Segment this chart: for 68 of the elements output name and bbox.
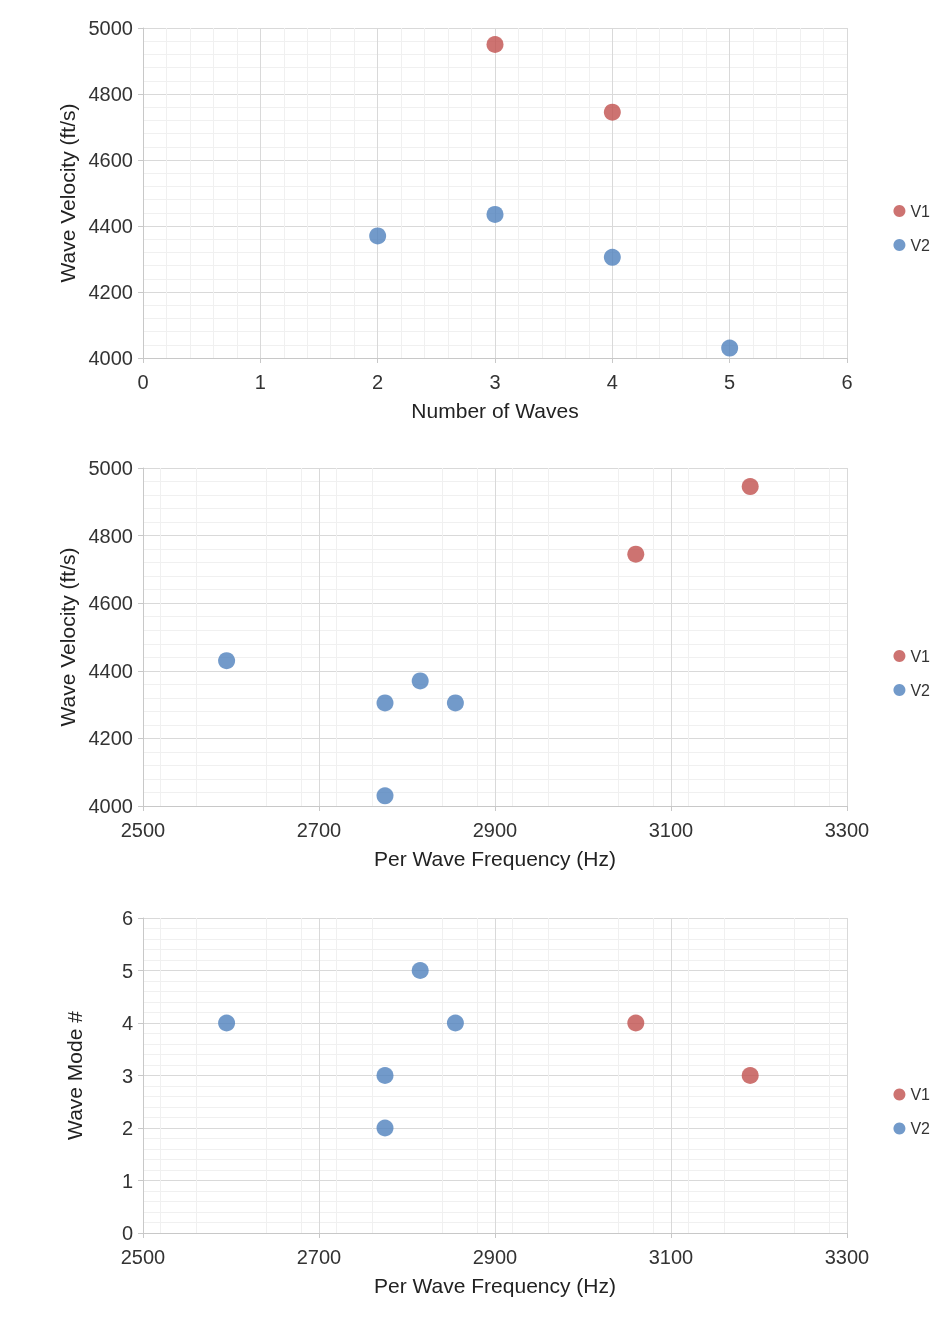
x-tick-label: 2700 [296,819,342,841]
y-tick-label: 3 [121,1064,133,1087]
y-tick-label: 5000 [88,17,133,39]
x-tick-label: 5 [724,371,736,393]
x-tick-label: 6 [841,371,853,393]
x-tick-label: 2500 [120,1246,166,1268]
x-tick-label: 2900 [472,819,518,841]
x-tick-label: 3300 [824,1246,870,1268]
x-tick-label: 3300 [824,819,870,841]
legend-label: V2 [910,681,931,699]
y-tick-label: 1 [121,1169,133,1192]
point [446,1014,464,1032]
y-tick-label: 4400 [88,659,133,682]
y-axis-title: Wave Velocity (ft/s) [55,547,79,727]
y-tick-label: 4600 [88,592,133,615]
y-axis-title: Wave Mode # [63,1010,86,1140]
y-tick-label: 4200 [88,727,133,750]
point [721,339,739,357]
x-tick-label: 1 [254,371,266,393]
y-tick-label: 4800 [88,83,133,105]
x-tick-label: 2700 [296,1246,342,1268]
point [411,672,429,690]
point [218,652,236,670]
x-axis-title: Number of Waves [411,399,579,422]
y-tick-label: 5000 [88,457,133,479]
x-tick-label: 2500 [120,819,166,841]
y-tick-label: 2 [121,1117,133,1139]
x-tick-label: 3 [489,371,501,393]
y-axis-title: Wave Velocity (ft/s) [55,103,79,283]
point [376,787,394,805]
point [411,962,429,979]
y-tick-label: 6 [121,907,133,929]
y-tick-label: 4200 [88,281,133,303]
x-tick-label: 3100 [648,819,694,841]
y-tick-label: 4600 [88,149,133,171]
point [486,36,504,53]
legend-label: V2 [910,236,931,254]
y-tick-label: 4 [121,1012,133,1034]
point [741,1067,759,1084]
y-tick-label: 4800 [88,524,133,547]
point [376,1119,394,1137]
point [446,694,464,712]
y-tick-label: 4000 [88,795,133,817]
legend-label: V1 [910,202,931,220]
x-axis-title: Per Wave Frequency (Hz) [374,847,616,870]
point [627,545,645,563]
point [486,205,504,223]
x-axis-title: Per Wave Frequency (Hz) [374,1274,616,1297]
x-tick-label: 2900 [472,1246,518,1268]
point [603,103,621,121]
x-tick-label: 3100 [648,1246,694,1268]
point [627,1014,645,1032]
y-tick-label: 4400 [88,215,133,237]
y-tick-label: 5 [121,959,133,982]
legend-label: V1 [910,647,931,665]
x-tick-label: 2 [372,371,384,393]
point [603,248,621,266]
y-tick-label: 0 [121,1222,133,1244]
point [369,227,387,245]
point [218,1014,236,1032]
legend-label: V1 [910,1086,931,1103]
point [376,1067,394,1084]
y-tick-label: 4000 [88,347,133,369]
point [741,478,759,496]
legend-label: V2 [910,1120,931,1137]
x-tick-label: 0 [137,371,149,393]
x-tick-label: 4 [606,371,618,393]
point [376,694,394,712]
